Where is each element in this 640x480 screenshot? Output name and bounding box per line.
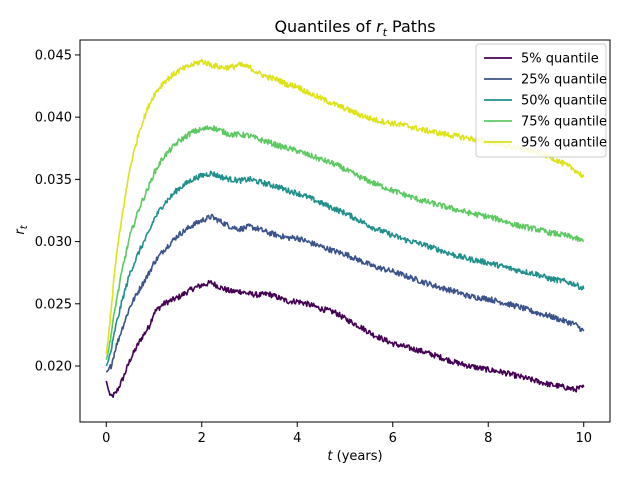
- x-tick-label: 0: [102, 431, 110, 446]
- y-tick-label: 0.040: [35, 111, 72, 126]
- y-axis-label: rt: [13, 224, 30, 234]
- axes-frame: [79, 39, 611, 423]
- y-axis-ticks: 0.020 0.025 0.030 0.035 0.040 0.045: [35, 48, 80, 375]
- y-tick-label: 0.020: [35, 360, 72, 375]
- legend-label: 5% quantile: [521, 52, 599, 67]
- x-tick-label: 2: [198, 431, 206, 446]
- x-tick-label: 8: [484, 431, 492, 446]
- legend: 5% quantile 25% quantile 50% quantile 75% q…: [475, 43, 607, 158]
- series-line-3: [105, 170, 585, 367]
- x-tick-label: 10: [575, 431, 592, 446]
- x-axis-ticks: 0 2 4 6 8 10: [102, 422, 592, 446]
- x-tick-label: 4: [293, 431, 301, 446]
- legend-label: 50% quantile: [521, 94, 607, 109]
- plot-area: 0 2 4 6 8 10 0.020 0.025 0.030 0.035 0.040 0.045: [35, 39, 611, 446]
- series-line-2: [105, 213, 585, 373]
- y-tick-label: 0.045: [35, 48, 72, 63]
- y-tick-label: 0.030: [35, 235, 72, 250]
- series-line-4: [105, 125, 585, 360]
- series-line-1: [105, 279, 585, 399]
- legend-box: [475, 43, 607, 158]
- y-tick-label: 0.025: [35, 297, 72, 312]
- chart-title: Quantiles of rt Paths: [274, 17, 435, 39]
- legend-label: 25% quantile: [521, 73, 607, 88]
- x-tick-label: 6: [389, 431, 397, 446]
- y-tick-label: 0.035: [35, 173, 72, 188]
- legend-label: 95% quantile: [521, 136, 607, 151]
- x-axis-label: t (years): [327, 449, 382, 464]
- legend-label: 75% quantile: [521, 115, 607, 130]
